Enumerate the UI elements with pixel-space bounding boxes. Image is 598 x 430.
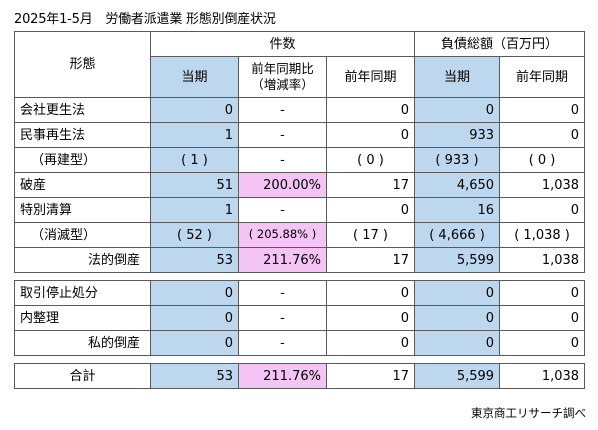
header-prev: 前年同期 [325, 56, 416, 98]
row-label: 内整理 [14, 305, 151, 331]
table-row: 特別清算 1 - 0 16 0 [14, 197, 586, 223]
cell-debt: ( 933 ) [414, 147, 501, 173]
section-gap [14, 272, 585, 281]
cell-prev: 17 [325, 172, 416, 198]
header-form: 形態 [14, 31, 151, 98]
table-row: （消滅型） ( 52 ) ( 205.88% ) ( 17 ) ( 4,666 … [14, 222, 586, 248]
cell-count: 1 [150, 122, 239, 148]
cell-prev: 0 [325, 122, 416, 148]
cell-prev: 0 [325, 97, 416, 123]
cell-yoy: - [238, 97, 327, 123]
cell-yoy: - [238, 330, 327, 356]
cell-debt-prev: 0 [499, 280, 586, 306]
header-yoy-line2: （増減率） [251, 77, 314, 92]
cell-debt-prev: 0 [499, 122, 586, 148]
cell-prev: 17 [325, 363, 416, 389]
cell-yoy: - [238, 147, 327, 173]
table-row-subtotal: 私的倒産 0 - 0 0 0 [14, 330, 586, 356]
row-label: 破産 [14, 172, 151, 198]
table-row: 民事再生法 1 - 0 933 0 [14, 122, 586, 148]
row-label: 合計 [14, 363, 151, 389]
cell-yoy: - [238, 280, 327, 306]
cell-yoy: ( 205.88% ) [238, 222, 327, 248]
cell-debt: ( 4,666 ) [414, 222, 501, 248]
table-row: 取引停止処分 0 - 0 0 0 [14, 280, 586, 306]
header-debt-current: 当期 [414, 56, 501, 98]
row-label: 会社更生法 [14, 97, 151, 123]
row-label: 取引停止処分 [14, 280, 151, 306]
row-label: 特別清算 [14, 197, 151, 223]
cell-debt-prev: 1,038 [499, 363, 586, 389]
cell-debt-prev: 1,038 [499, 172, 586, 198]
table-row-total: 合計 53 211.76% 17 5,599 1,038 [14, 363, 586, 389]
bankruptcy-table: 形態 件数 負債総額（百万円） 当期 前年同期比 （増減率） 前年同期 当期 前年… [14, 31, 586, 389]
header-current: 当期 [150, 56, 239, 98]
cell-debt: 0 [414, 97, 501, 123]
cell-count: 0 [150, 330, 239, 356]
table-row: 内整理 0 - 0 0 0 [14, 305, 586, 331]
header-row-2: 当期 前年同期比 （増減率） 前年同期 当期 前年同期 [15, 56, 586, 98]
header-row-1: 形態 件数 負債総額（百万円） [14, 31, 586, 98]
row-label: 民事再生法 [14, 122, 151, 148]
row-label: 私的倒産 [14, 330, 151, 356]
page-title: 2025年1-5月 労働者派遣業 形態別倒産状況 [14, 12, 276, 27]
cell-debt-prev: 0 [499, 197, 586, 223]
table-row: （再建型） ( 1 ) - ( 0 ) ( 933 ) ( 0 ) [14, 147, 586, 173]
cell-debt-prev: ( 0 ) [499, 147, 586, 173]
header-debt-group: 負債総額（百万円） [414, 31, 586, 57]
cell-prev: 0 [325, 305, 416, 331]
cell-count: 0 [150, 305, 239, 331]
section-gap [14, 355, 585, 364]
source-note: 東京商工リサーチ調べ [471, 406, 586, 420]
cell-debt: 5,599 [414, 363, 501, 389]
cell-debt: 16 [414, 197, 501, 223]
table-row-subtotal: 法的倒産 53 211.76% 17 5,599 1,038 [14, 247, 586, 273]
cell-yoy: 211.76% [238, 363, 327, 389]
table-row: 会社更生法 0 - 0 0 0 [14, 97, 586, 123]
cell-debt: 0 [414, 330, 501, 356]
cell-debt: 0 [414, 305, 501, 331]
cell-debt-prev: 0 [499, 330, 586, 356]
section-gap-cell [14, 355, 585, 364]
cell-debt-prev: 0 [499, 97, 586, 123]
row-label: （再建型） [14, 147, 151, 173]
header-count-group: 件数 [149, 31, 416, 57]
cell-count: ( 52 ) [150, 222, 239, 248]
cell-debt: 5,599 [414, 247, 501, 273]
cell-debt: 933 [414, 122, 501, 148]
cell-debt: 4,650 [414, 172, 501, 198]
cell-yoy: 211.76% [238, 247, 327, 273]
cell-debt-prev: ( 1,038 ) [499, 222, 586, 248]
cell-count: 53 [150, 247, 239, 273]
section-gap-cell [14, 272, 585, 281]
cell-count: 1 [150, 197, 239, 223]
cell-prev: 0 [325, 330, 416, 356]
cell-prev: 0 [325, 280, 416, 306]
cell-yoy: - [238, 305, 327, 331]
cell-count: 53 [150, 363, 239, 389]
table-row: 破産 51 200.00% 17 4,650 1,038 [14, 172, 586, 198]
cell-count: 0 [150, 97, 239, 123]
cell-debt: 0 [414, 280, 501, 306]
cell-prev: 0 [325, 197, 416, 223]
header-yoy-line1: 前年同期比 [251, 61, 314, 77]
cell-count: 51 [150, 172, 239, 198]
cell-count: 0 [150, 280, 239, 306]
cell-yoy: 200.00% [238, 172, 327, 198]
cell-prev: ( 0 ) [325, 147, 416, 173]
cell-debt-prev: 1,038 [499, 247, 586, 273]
header-yoy: 前年同期比 （増減率） [238, 56, 327, 98]
cell-prev: ( 17 ) [325, 222, 416, 248]
cell-yoy: - [238, 197, 327, 223]
cell-prev: 17 [325, 247, 416, 273]
row-label: （消滅型） [14, 222, 151, 248]
cell-count: ( 1 ) [150, 147, 239, 173]
row-label: 法的倒産 [14, 247, 151, 273]
cell-yoy: - [238, 122, 327, 148]
header-debt-prev: 前年同期 [499, 56, 586, 98]
cell-debt-prev: 0 [499, 305, 586, 331]
